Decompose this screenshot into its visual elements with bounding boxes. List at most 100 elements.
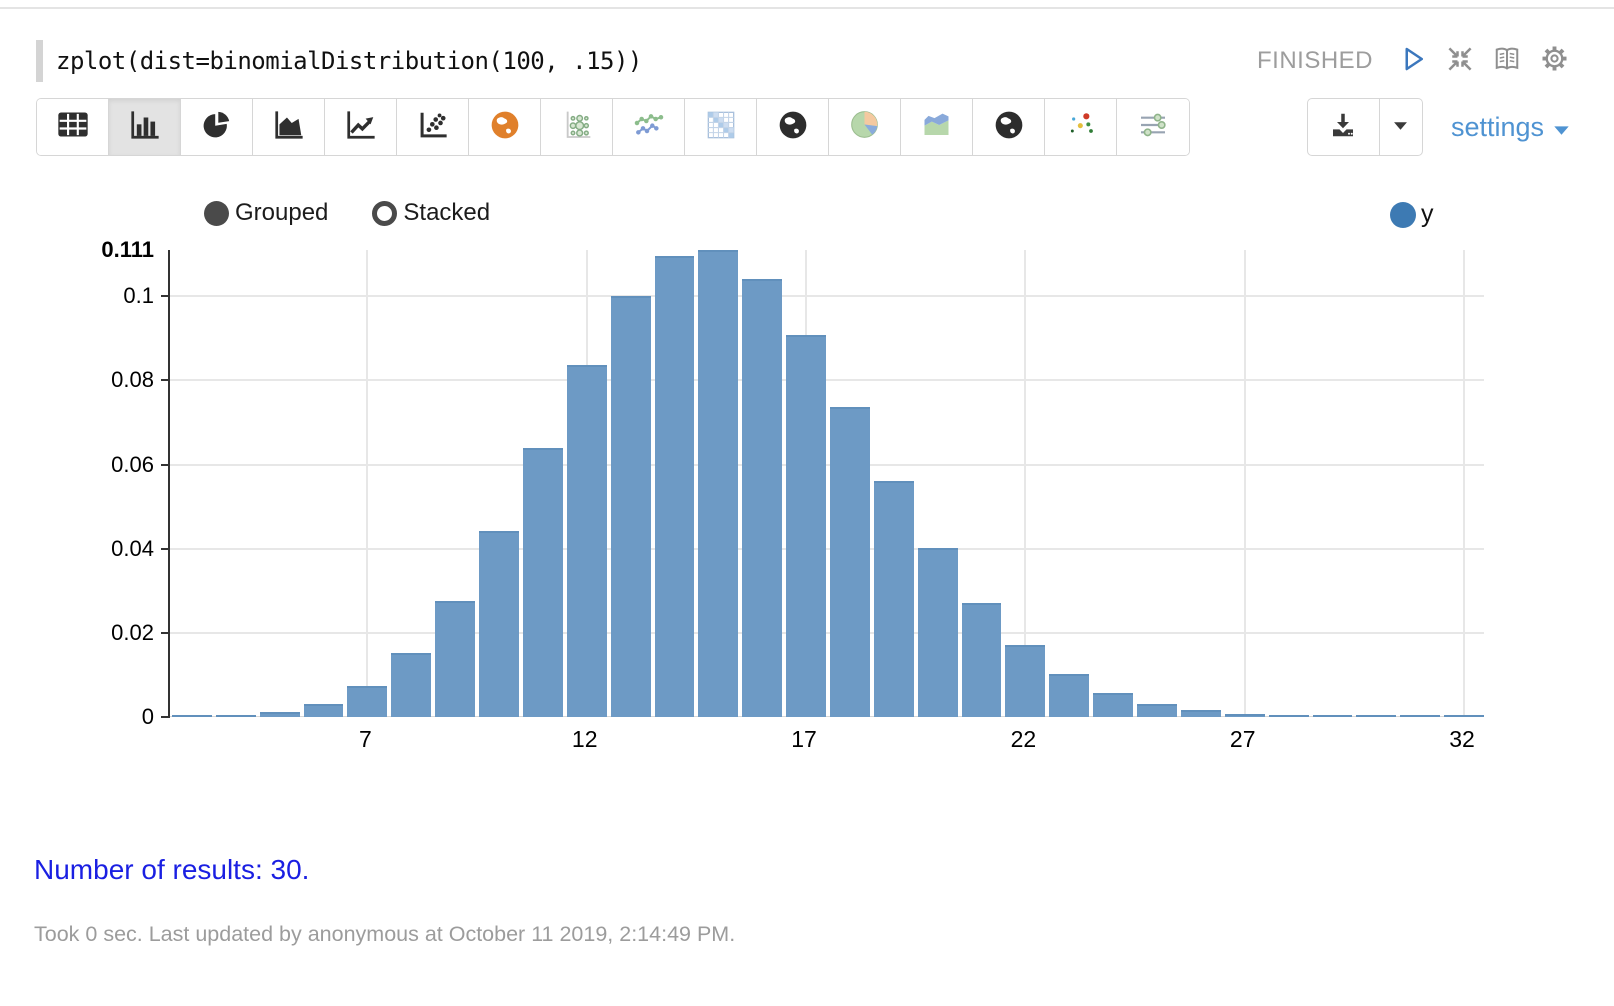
bar-x-24[interactable] <box>1093 692 1134 717</box>
x-axis-tick-label: 22 <box>1010 726 1037 752</box>
x-axis-tick-label: 12 <box>571 726 598 752</box>
y-axis-tick <box>161 547 170 550</box>
bar-x-3[interactable] <box>172 715 212 717</box>
globe-dark-icon <box>993 109 1025 146</box>
y-axis-max-label: 0.111 <box>101 237 154 262</box>
bar-x-22[interactable] <box>1005 645 1046 717</box>
chart-type-parallel-coords[interactable] <box>1117 99 1189 155</box>
book-icon <box>1491 44 1523 79</box>
chart-type-bubble-chart[interactable] <box>541 99 613 155</box>
bar-x-15[interactable] <box>698 250 739 717</box>
chart-type-heatmap[interactable] <box>685 99 757 155</box>
y-axis-tick <box>161 379 170 382</box>
compress-icon <box>1445 44 1475 79</box>
bar-x-11[interactable] <box>522 447 563 717</box>
chart-type-bar-chart[interactable] <box>109 99 181 155</box>
bar-x-30[interactable] <box>1356 715 1397 717</box>
y-axis-tick <box>161 716 170 718</box>
bar-x-7[interactable] <box>347 685 388 717</box>
line-chart-icon <box>344 110 378 145</box>
bar-x-8[interactable] <box>391 652 432 717</box>
chart-type-multi-line-chart[interactable] <box>613 99 685 155</box>
chart-type-stacked-area-chart[interactable] <box>901 99 973 155</box>
results-count-text: Number of results: 30. <box>34 854 310 885</box>
chart-type-button-group <box>36 98 1190 156</box>
paragraph-controls <box>1397 45 1570 77</box>
bar-x-20[interactable] <box>917 548 958 717</box>
y-axis-tick-label: 0.1 <box>123 283 154 309</box>
bar-x-6[interactable] <box>303 703 344 717</box>
chart-legend: y <box>1390 200 1434 229</box>
chart-type-map-orange[interactable] <box>469 99 541 155</box>
bar-x-16[interactable] <box>742 279 783 717</box>
bar-x-10[interactable] <box>479 530 519 717</box>
y-gridline <box>170 463 1484 466</box>
chart-type-pie-chart[interactable] <box>181 99 253 155</box>
x-gridline <box>1463 250 1466 717</box>
y-axis-tick-label: 0.04 <box>111 535 154 561</box>
settings-label: settings <box>1450 111 1544 142</box>
chart-type-line-chart[interactable] <box>325 99 397 155</box>
collapse-button[interactable] <box>1444 45 1476 77</box>
bar-x-13[interactable] <box>610 296 651 717</box>
mode-label: Grouped <box>235 199 329 226</box>
run-button[interactable] <box>1397 45 1429 77</box>
code-line[interactable]: zplot(dist=binomialDistribution(100, .15… <box>56 47 642 75</box>
download-button-group <box>1306 98 1423 156</box>
x-gridline <box>1243 250 1246 717</box>
chart-type-area-chart[interactable] <box>253 99 325 155</box>
chart-type-scatter-chart[interactable] <box>397 99 469 155</box>
chart-type-globe-chart-2[interactable] <box>973 99 1045 155</box>
chart-type-globe-chart[interactable] <box>757 99 829 155</box>
bar-x-28[interactable] <box>1268 715 1309 717</box>
paragraph-header: zplot(dist=binomialDistribution(100, .15… <box>36 36 1570 86</box>
globe-orange-icon <box>489 109 521 146</box>
bar-x-4[interactable] <box>215 715 256 717</box>
globe-dark-icon <box>777 109 809 146</box>
mode-radio-stacked[interactable]: Stacked <box>372 199 490 227</box>
toolbar-right-tools: settings <box>1306 98 1570 156</box>
x-axis-tick-label: 17 <box>791 726 817 752</box>
bar-x-25[interactable] <box>1137 703 1177 717</box>
bar-x-29[interactable] <box>1312 715 1353 717</box>
chart-type-table[interactable] <box>37 99 109 155</box>
y-gridline <box>170 379 1484 382</box>
bar-x-21[interactable] <box>961 603 1002 717</box>
paragraph-settings-button[interactable] <box>1538 45 1570 77</box>
bar-chart-icon <box>128 110 162 145</box>
radio-selected-icon <box>204 200 229 226</box>
chevron-down-icon <box>1553 112 1570 143</box>
bar-x-12[interactable] <box>566 364 607 717</box>
mode-radio-grouped[interactable]: Grouped <box>204 199 328 227</box>
bar-x-27[interactable] <box>1224 713 1265 717</box>
bar-x-18[interactable] <box>830 406 870 717</box>
download-dropdown-button[interactable] <box>1380 99 1422 155</box>
bar-x-5[interactable] <box>259 712 300 717</box>
bar-x-23[interactable] <box>1049 673 1090 717</box>
download-button[interactable] <box>1308 99 1380 155</box>
chart-type-scatter-color-chart[interactable] <box>1045 99 1117 155</box>
bar-x-26[interactable] <box>1180 710 1221 717</box>
bar-x-9[interactable] <box>435 601 476 717</box>
legend-series-dot <box>1390 201 1416 228</box>
show-editor-button[interactable] <box>1491 45 1523 77</box>
bar-x-19[interactable] <box>873 480 914 717</box>
bar-x-17[interactable] <box>786 335 826 717</box>
y-axis-tick-label: 0.02 <box>111 619 154 645</box>
radio-unselected-icon <box>372 200 398 226</box>
y-axis-tick-label: 0.08 <box>111 367 154 393</box>
settings-toggle[interactable]: settings <box>1451 112 1570 143</box>
sliders-icon <box>1136 109 1170 146</box>
code-gutter-bar <box>36 40 43 82</box>
bar-x-31[interactable] <box>1400 715 1441 717</box>
legend-item[interactable]: y <box>1390 200 1434 229</box>
bar-x-32[interactable] <box>1444 715 1484 717</box>
y-axis-tick-label: 0 <box>141 704 154 729</box>
legend-series-label: y <box>1421 200 1434 228</box>
y-axis-tick <box>161 463 170 466</box>
area-chart-icon <box>272 110 306 145</box>
x-axis-tick-label: 7 <box>358 726 372 752</box>
bar-x-14[interactable] <box>654 255 695 717</box>
x-axis-tick-label: 27 <box>1229 726 1256 752</box>
chart-type-pie-color-chart[interactable] <box>829 99 901 155</box>
